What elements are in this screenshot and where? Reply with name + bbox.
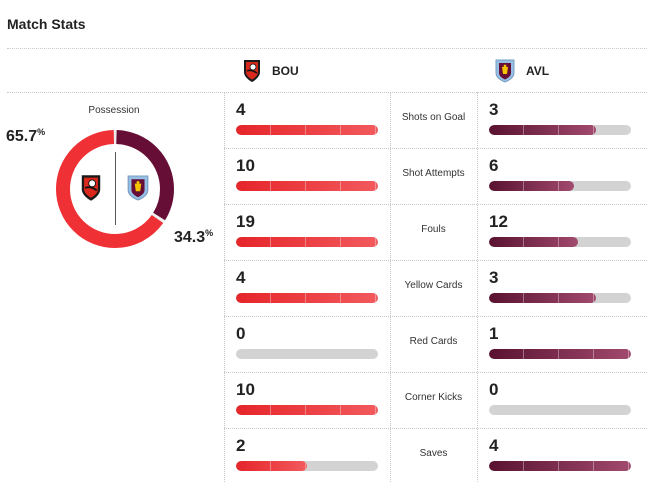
stat-name: Fouls xyxy=(421,224,446,235)
home-stat-bar-fill xyxy=(236,125,378,135)
away-possession-value: 34.3% xyxy=(174,228,214,247)
stat-name: Saves xyxy=(419,448,448,459)
away-possession-text: 34.3 xyxy=(174,229,206,246)
bournemouth-crest-icon xyxy=(244,60,260,82)
stat-row-red-cards: 0 Red Cards 1 xyxy=(0,316,653,372)
possession-label: Possession xyxy=(88,105,140,116)
away-stat-bar xyxy=(489,181,631,191)
stat-row-fouls: 19 Fouls 12 xyxy=(0,204,653,260)
away-stat-value: 3 xyxy=(489,100,499,119)
away-stat-bar-fill xyxy=(489,461,631,471)
stat-name: Red Cards xyxy=(409,336,458,347)
away-stat-value: 12 xyxy=(489,212,508,231)
home-stat-value: 2 xyxy=(236,436,246,455)
home-possession-text: 65.7 xyxy=(6,128,38,145)
away-possession-arc xyxy=(56,130,174,248)
home-stat-bar xyxy=(236,181,378,191)
bournemouth-crest-icon xyxy=(81,175,101,201)
header-divider xyxy=(7,48,647,49)
home-stat-value: 0 xyxy=(236,324,246,343)
home-stat-bar xyxy=(236,405,378,415)
section-title: Match Stats xyxy=(7,16,86,32)
row-divider xyxy=(224,148,647,149)
home-team-abbr: BOU xyxy=(272,64,299,78)
possession-donut xyxy=(56,130,174,248)
away-stat-value: 1 xyxy=(489,324,499,343)
away-stat-value: 6 xyxy=(489,156,499,175)
home-stat-value: 4 xyxy=(236,100,246,119)
column-divider xyxy=(390,92,391,482)
row-divider xyxy=(224,316,647,317)
away-stat-bar-fill xyxy=(489,237,579,247)
stat-name: Yellow Cards xyxy=(404,280,463,291)
away-stat-bar xyxy=(489,461,631,471)
column-divider xyxy=(224,92,225,482)
stat-row-yellow-cards: 4 Yellow Cards 3 xyxy=(0,260,653,316)
home-stat-bar xyxy=(236,349,378,359)
row-divider xyxy=(224,372,647,373)
home-possession-arc xyxy=(56,130,174,248)
column-divider xyxy=(477,92,478,482)
row-divider xyxy=(224,260,647,261)
row-divider xyxy=(224,204,647,205)
home-stat-bar-fill xyxy=(236,237,378,247)
home-stat-bar xyxy=(236,125,378,135)
home-stat-bar-fill xyxy=(236,405,378,415)
home-stat-bar xyxy=(236,461,378,471)
home-stat-bar-fill xyxy=(236,181,378,191)
away-stat-bar xyxy=(489,237,631,247)
away-stat-value: 4 xyxy=(489,436,499,455)
home-stat-bar xyxy=(236,237,378,247)
stat-row-shot-attempts: 10 Shot Attempts 6 xyxy=(0,148,653,204)
away-stat-value: 3 xyxy=(489,268,499,287)
home-stat-value: 19 xyxy=(236,212,255,231)
away-stat-bar-fill xyxy=(489,181,575,191)
home-stat-value: 4 xyxy=(236,268,246,287)
home-stat-bar-fill xyxy=(236,461,307,471)
home-possession-unit: % xyxy=(37,127,46,137)
away-stat-value: 0 xyxy=(489,380,499,399)
home-stat-value: 10 xyxy=(236,156,255,175)
home-stat-bar xyxy=(236,293,378,303)
away-stat-bar-fill xyxy=(489,125,596,135)
away-stat-bar xyxy=(489,349,631,359)
home-team-header: BOU xyxy=(242,58,299,84)
away-team-header: AVL xyxy=(494,58,549,84)
aston-villa-crest-icon xyxy=(127,175,149,201)
home-stat-bar-fill xyxy=(236,293,378,303)
stat-name: Shots on Goal xyxy=(401,112,466,123)
away-team-abbr: AVL xyxy=(526,64,550,78)
donut-divider xyxy=(115,152,116,225)
away-stat-bar xyxy=(489,293,631,303)
aston-villa-crest-icon xyxy=(495,59,515,83)
stat-name: Shot Attempts xyxy=(402,168,465,179)
row-divider xyxy=(224,428,647,429)
away-stat-bar-fill xyxy=(489,293,596,303)
away-stat-bar xyxy=(489,125,631,135)
home-stat-value: 10 xyxy=(236,380,255,399)
stat-name: Corner Kicks xyxy=(404,392,463,403)
stat-row-shots-on-goal: 4 Shots on Goal 3 xyxy=(0,92,653,148)
away-stat-bar-fill xyxy=(489,349,631,359)
row-divider xyxy=(7,92,647,93)
home-possession-value: 65.7% xyxy=(6,127,46,146)
stat-row-saves: 2 Saves 4 xyxy=(0,428,653,483)
stat-row-corner-kicks: 10 Corner Kicks 0 xyxy=(0,372,653,428)
away-possession-unit: % xyxy=(205,228,214,238)
away-stat-bar xyxy=(489,405,631,415)
